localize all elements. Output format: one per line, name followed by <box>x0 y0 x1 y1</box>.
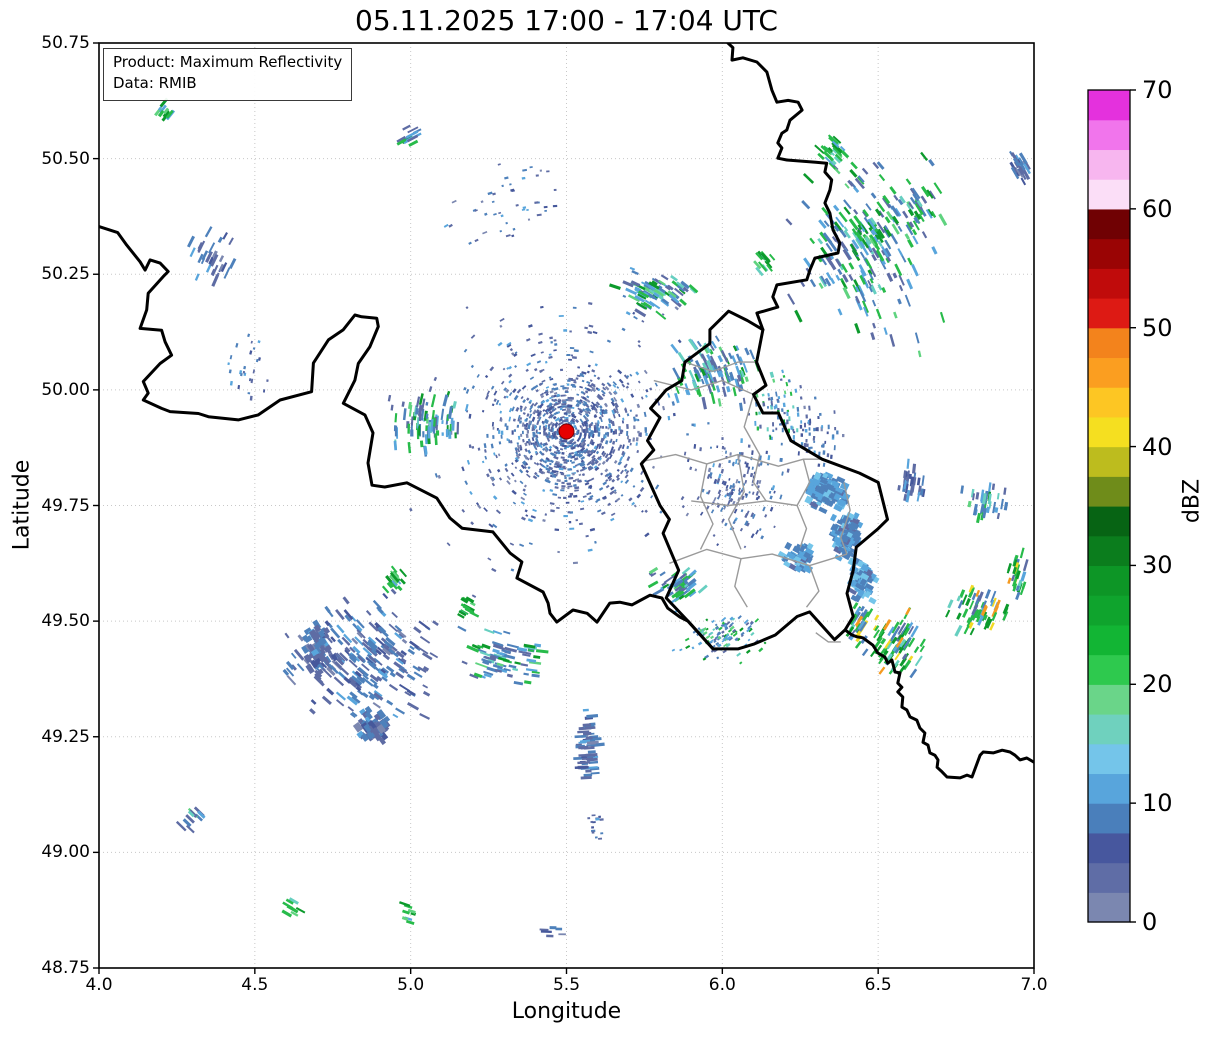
y-tick-label: 50.00 <box>41 379 90 400</box>
colorbar-tick-label: 70 <box>1142 76 1173 104</box>
y-tick-label: 49.50 <box>41 611 90 632</box>
y-tick-label: 49.25 <box>41 726 90 747</box>
colorbar-tick-label: 0 <box>1142 908 1158 936</box>
colorbar-tick-label: 60 <box>1142 194 1173 223</box>
colorbar-label: dBZ <box>1179 478 1205 524</box>
x-tick-label: 6.0 <box>708 975 736 995</box>
x-tick-label: 4.0 <box>85 975 113 995</box>
product-annotation-box: Product: Maximum Reflectivity Data: RMIB <box>103 48 353 101</box>
regional-borders <box>641 361 851 643</box>
y-tick-label: 50.50 <box>41 148 90 169</box>
y-tick-label: 50.25 <box>41 264 90 285</box>
annotation-product-line: Product: Maximum Reflectivity <box>113 53 343 71</box>
x-tick-label: 5.0 <box>397 975 425 995</box>
colorbar-tick-label: 40 <box>1142 432 1173 461</box>
colorbar-tick-label: 20 <box>1142 670 1173 699</box>
radar-site-marker <box>558 423 575 440</box>
colorbar-tick-label: 10 <box>1142 789 1173 818</box>
colorbar-tick-label: 50 <box>1142 313 1173 342</box>
y-tick-label: 49.00 <box>41 842 90 863</box>
x-tick-label: 6.5 <box>864 975 892 995</box>
figure-title: 05.11.2025 17:00 - 17:04 UTC <box>355 4 778 37</box>
annotation-data-line: Data: RMIB <box>113 74 197 93</box>
axis-ticks <box>93 42 1035 974</box>
radar-echoes <box>154 97 1031 938</box>
x-tick-label: 7.0 <box>1020 975 1048 995</box>
colorbar <box>1087 89 1136 923</box>
y-tick-label: 48.75 <box>41 958 90 978</box>
colorbar-tick-label: 30 <box>1142 551 1173 580</box>
x-tick-label: 5.5 <box>552 975 581 995</box>
y-tick-label: 49.75 <box>41 495 90 516</box>
y-tick-label: 50.75 <box>41 33 90 53</box>
x-tick-label: 4.5 <box>241 975 269 995</box>
x-axis-label: Longitude <box>511 999 622 1024</box>
grid-lines <box>98 42 1035 969</box>
country-borders <box>99 43 1034 780</box>
